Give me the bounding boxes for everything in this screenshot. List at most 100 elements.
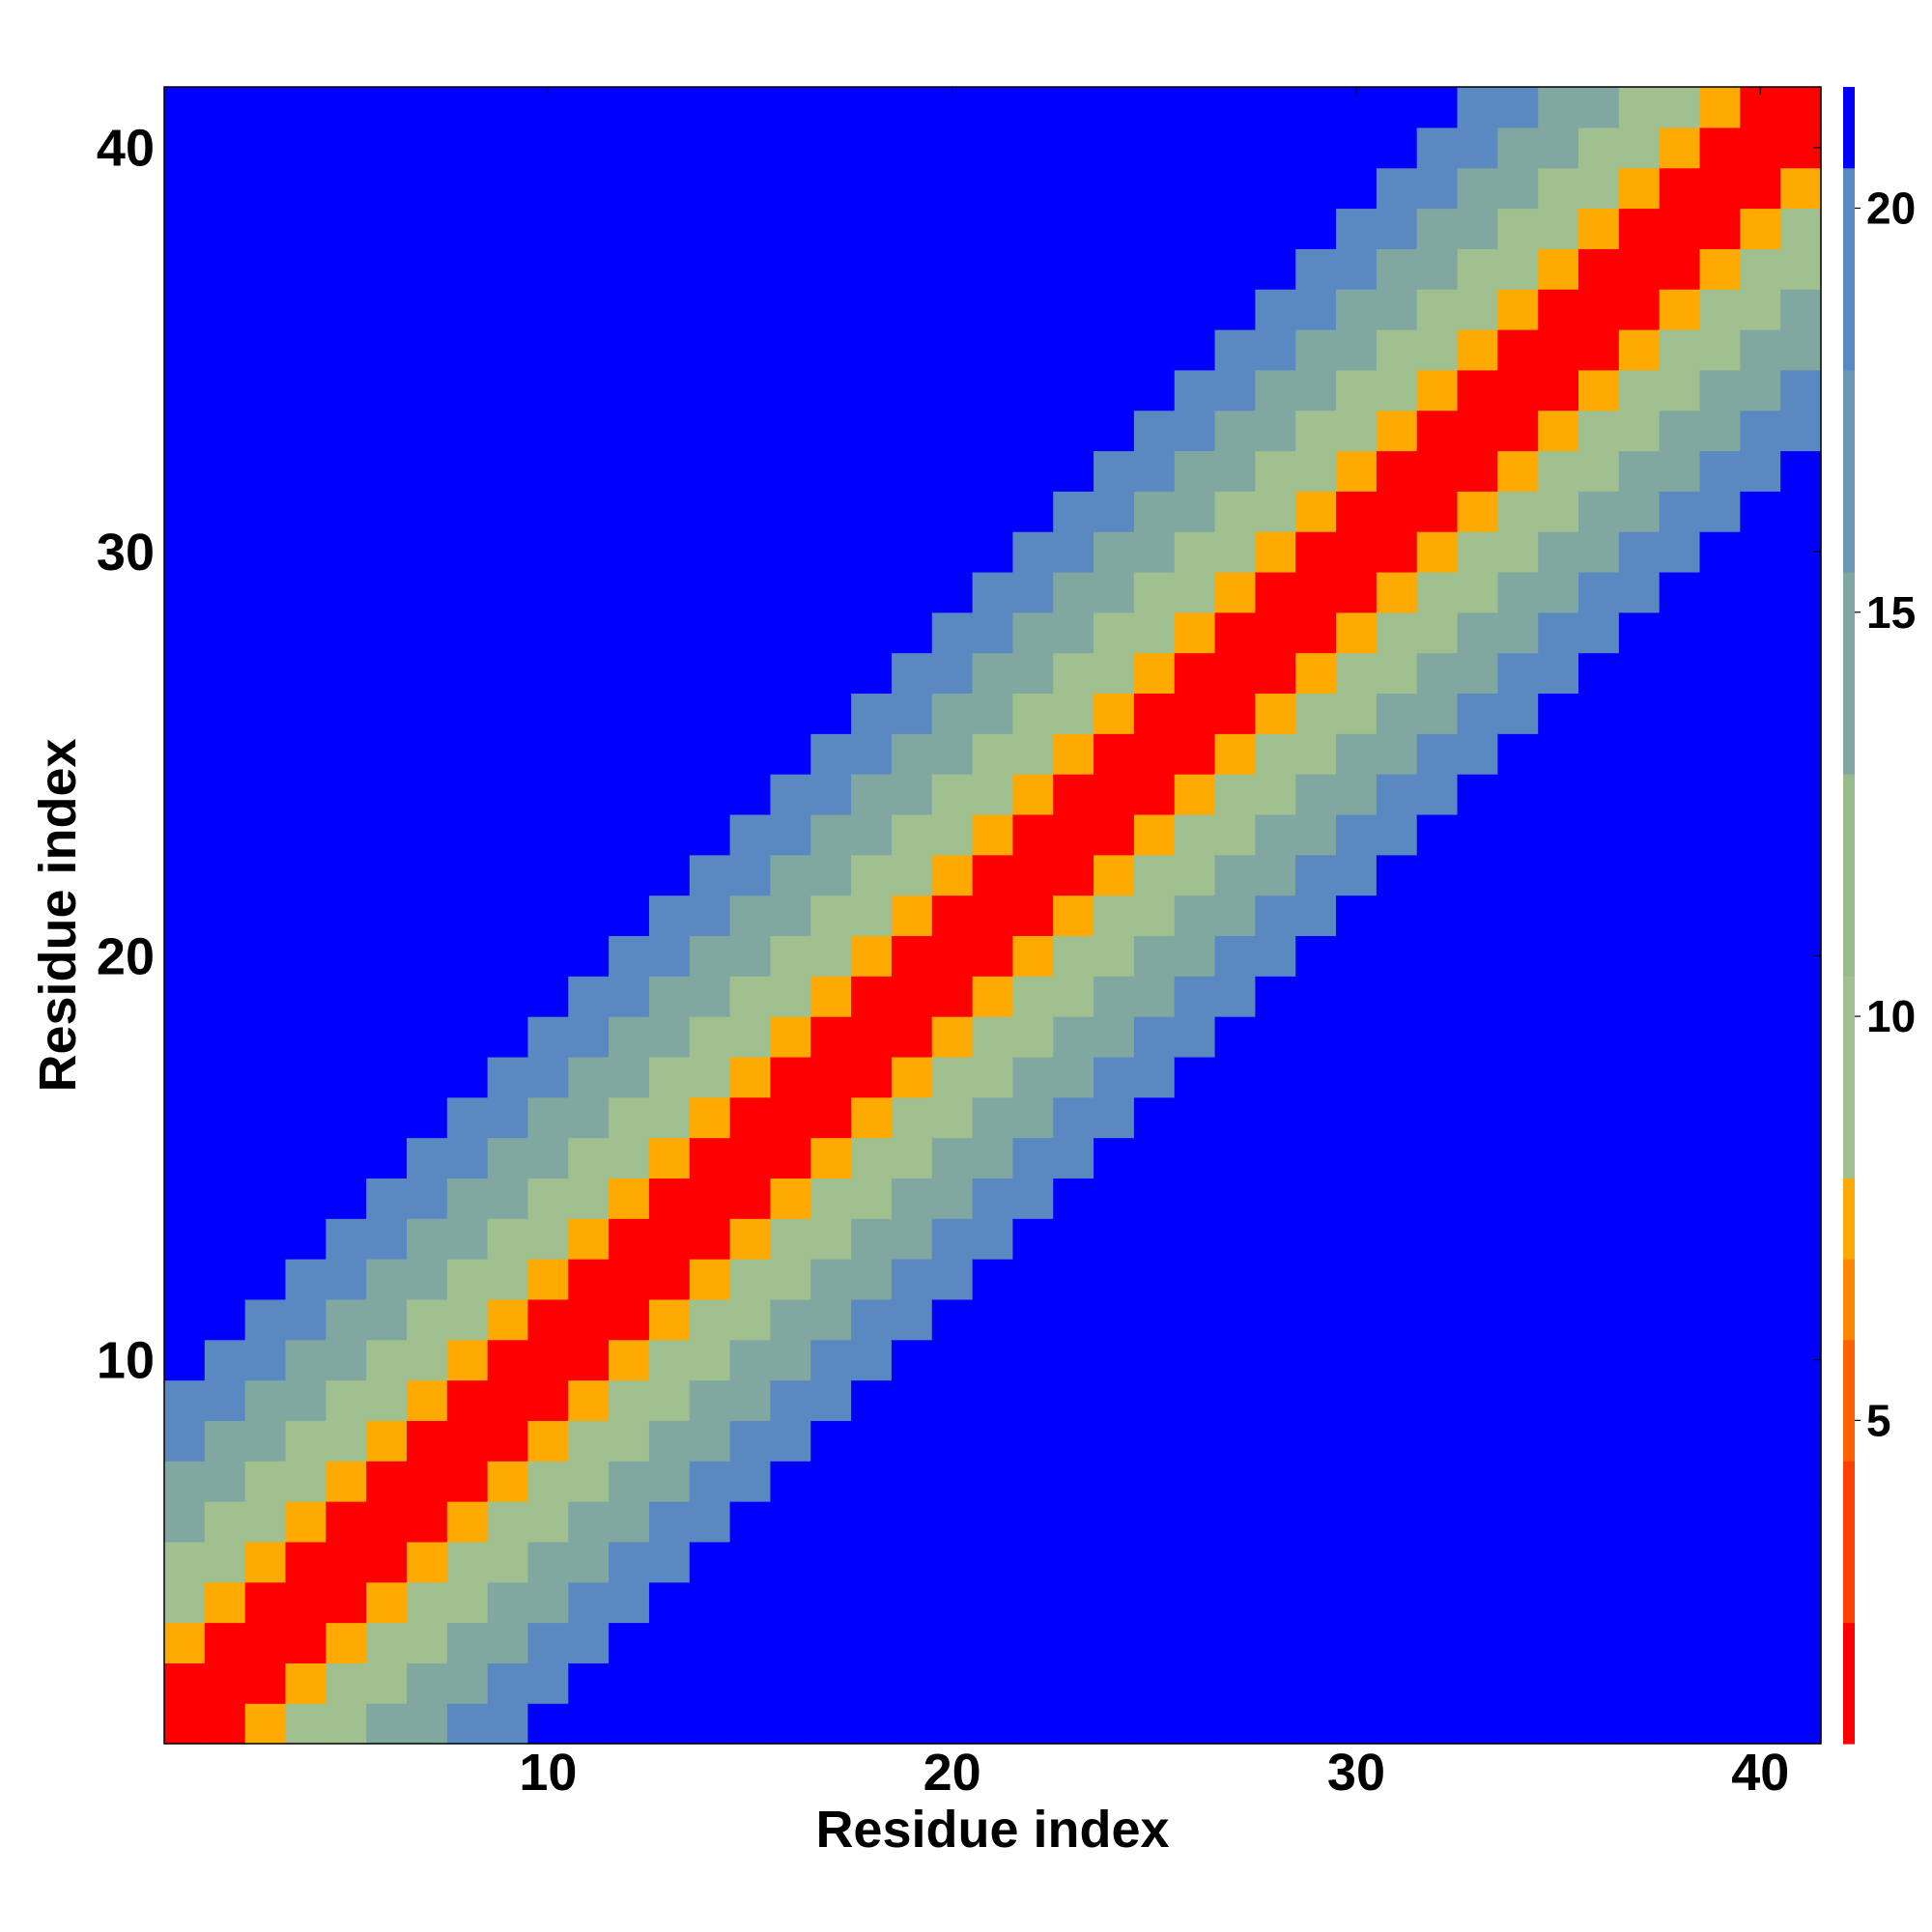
heatmap-cell bbox=[1255, 652, 1296, 695]
heatmap-cell bbox=[285, 895, 327, 937]
heatmap-cell bbox=[1174, 450, 1216, 492]
heatmap-cell bbox=[406, 1541, 448, 1583]
heatmap-cell bbox=[689, 1461, 731, 1502]
heatmap-cell bbox=[1538, 813, 1579, 856]
heatmap-cell bbox=[810, 976, 852, 1017]
heatmap-cell bbox=[1295, 1016, 1337, 1058]
heatmap-cell bbox=[770, 1016, 811, 1058]
heatmap-cell bbox=[1012, 1541, 1054, 1583]
heatmap-cell bbox=[689, 774, 731, 815]
heatmap-cell bbox=[648, 652, 691, 695]
heatmap-cell bbox=[648, 1259, 691, 1300]
heatmap-cell bbox=[487, 491, 529, 532]
x-axis-ticks: 10 20 30 40 bbox=[519, 87, 1789, 1802]
heatmap-cell bbox=[406, 491, 448, 532]
heatmap-cell bbox=[244, 1056, 287, 1098]
heatmap-cell bbox=[568, 1461, 610, 1502]
heatmap-cell bbox=[204, 774, 246, 815]
heatmap-cell bbox=[1740, 167, 1781, 210]
heatmap-cell bbox=[891, 1096, 933, 1139]
heatmap-cell bbox=[1214, 1056, 1256, 1098]
heatmap-cell bbox=[1618, 733, 1661, 775]
heatmap-cell bbox=[366, 167, 408, 210]
heatmap-cell bbox=[1618, 652, 1661, 695]
heatmap-cell bbox=[609, 652, 650, 695]
heatmap-cell bbox=[1780, 1178, 1822, 1219]
heatmap-cell bbox=[446, 1420, 489, 1462]
heatmap-cell bbox=[891, 1703, 933, 1745]
heatmap-cell bbox=[326, 369, 367, 412]
heatmap-cell bbox=[244, 491, 287, 532]
heatmap-cell bbox=[285, 410, 327, 452]
heatmap-cell bbox=[527, 1622, 569, 1663]
heatmap-cell bbox=[770, 813, 811, 856]
heatmap-cell bbox=[1174, 652, 1216, 695]
colorbar-segment bbox=[1843, 774, 1855, 977]
y-tick-label: 20 bbox=[97, 927, 155, 985]
heatmap-cell bbox=[729, 652, 772, 695]
heatmap-cell bbox=[285, 1501, 327, 1543]
heatmap-cell bbox=[1174, 976, 1216, 1017]
heatmap-cell bbox=[244, 450, 287, 492]
heatmap-cell bbox=[1740, 1501, 1781, 1543]
heatmap-cell bbox=[770, 1339, 811, 1381]
heatmap-cell bbox=[729, 167, 772, 210]
heatmap-cell bbox=[891, 1218, 933, 1260]
heatmap-cell bbox=[891, 1581, 933, 1624]
heatmap-cell bbox=[891, 289, 933, 330]
heatmap-cell bbox=[1618, 1056, 1661, 1098]
heatmap-cell bbox=[1497, 813, 1539, 856]
heatmap-cell bbox=[244, 1096, 287, 1139]
heatmap-cell bbox=[1538, 774, 1579, 815]
heatmap-cell bbox=[1497, 1420, 1539, 1462]
heatmap-cell bbox=[568, 1379, 610, 1421]
heatmap-cell bbox=[931, 1662, 974, 1704]
heatmap-cell bbox=[1659, 1259, 1701, 1300]
heatmap-cell bbox=[1618, 1703, 1661, 1745]
heatmap-cell bbox=[770, 1137, 811, 1179]
heatmap-cell bbox=[366, 369, 408, 412]
heatmap-cell bbox=[1133, 1541, 1176, 1583]
heatmap-cell bbox=[1094, 1137, 1135, 1179]
heatmap-cell bbox=[164, 774, 206, 815]
heatmap-cell bbox=[366, 976, 408, 1017]
heatmap-cell bbox=[729, 127, 772, 169]
heatmap-cell bbox=[891, 167, 933, 210]
heatmap-cell bbox=[527, 1703, 569, 1745]
heatmap-cell bbox=[1740, 1137, 1781, 1179]
heatmap-cell bbox=[1699, 1137, 1741, 1179]
colorbar-segment bbox=[1843, 369, 1855, 573]
heatmap-cell bbox=[204, 410, 246, 452]
heatmap-cell bbox=[1538, 1501, 1579, 1543]
heatmap-cell bbox=[1255, 1016, 1296, 1058]
heatmap-cell bbox=[1053, 1541, 1094, 1583]
colorbar-tick-label: 15 bbox=[1866, 587, 1916, 638]
heatmap-cell bbox=[487, 289, 529, 330]
heatmap-cell bbox=[366, 813, 408, 856]
heatmap-cell bbox=[1255, 531, 1296, 573]
heatmap-cell bbox=[1174, 1622, 1216, 1663]
heatmap-cell bbox=[1174, 289, 1216, 330]
heatmap-cell bbox=[931, 167, 974, 210]
heatmap-cell bbox=[1740, 652, 1781, 695]
heatmap-cell bbox=[366, 410, 408, 452]
heatmap-cell bbox=[487, 854, 529, 896]
heatmap-cell bbox=[1618, 571, 1661, 613]
heatmap-cell bbox=[689, 1662, 731, 1704]
heatmap-cell bbox=[972, 1016, 1014, 1058]
heatmap-cell bbox=[770, 1703, 811, 1745]
heatmap-cell bbox=[972, 611, 1014, 654]
heatmap-cell bbox=[648, 369, 691, 412]
heatmap-cell bbox=[1214, 1218, 1256, 1260]
heatmap-cell bbox=[164, 611, 206, 654]
heatmap-cell bbox=[1659, 1137, 1701, 1179]
heatmap-cell bbox=[1699, 895, 1741, 937]
heatmap-cell bbox=[851, 1178, 893, 1219]
heatmap-cell bbox=[1376, 1178, 1418, 1219]
heatmap-cell bbox=[689, 1218, 731, 1260]
heatmap-cell bbox=[648, 854, 691, 896]
heatmap-cell bbox=[1295, 854, 1337, 896]
heatmap-cell bbox=[1295, 1420, 1337, 1462]
heatmap-cell bbox=[568, 1178, 610, 1219]
heatmap-cell bbox=[770, 1096, 811, 1139]
